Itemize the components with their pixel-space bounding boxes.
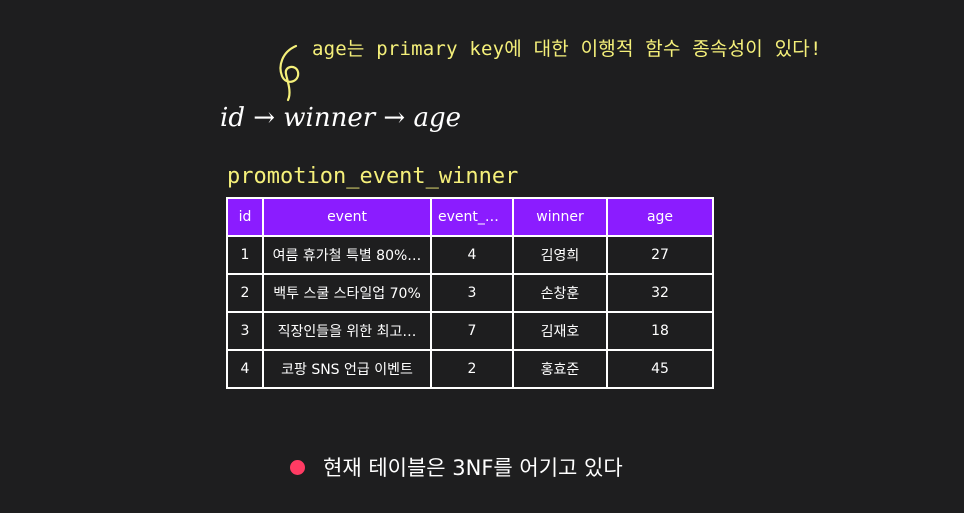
cell-event-num: 4 bbox=[431, 236, 513, 274]
column-header-id: id bbox=[227, 198, 263, 236]
cell-age: 32 bbox=[607, 274, 713, 312]
cell-winner: 홍효준 bbox=[513, 350, 607, 388]
column-header-event-num: event_num bbox=[431, 198, 513, 236]
table-header-row: id event event_num winner age bbox=[227, 198, 713, 236]
table-row: 4 코팡 SNS 언급 이벤트 2 홍효준 45 bbox=[227, 350, 713, 388]
cell-winner: 김재호 bbox=[513, 312, 607, 350]
column-header-winner: winner bbox=[513, 198, 607, 236]
cell-event: 직장인들을 위한 최고… bbox=[263, 312, 431, 350]
cell-id: 3 bbox=[227, 312, 263, 350]
table-title: promotion_event_winner bbox=[227, 164, 518, 189]
swirl-arrow-icon bbox=[274, 42, 308, 102]
cell-event: 코팡 SNS 언급 이벤트 bbox=[263, 350, 431, 388]
cell-event: 백투 스쿨 스타일업 70% bbox=[263, 274, 431, 312]
bullet-dot-icon bbox=[290, 460, 305, 475]
cell-age: 45 bbox=[607, 350, 713, 388]
table-row: 3 직장인들을 위한 최고… 7 김재호 18 bbox=[227, 312, 713, 350]
cell-age: 18 bbox=[607, 312, 713, 350]
cell-age: 27 bbox=[607, 236, 713, 274]
cell-id: 1 bbox=[227, 236, 263, 274]
cell-id: 2 bbox=[227, 274, 263, 312]
cell-event-num: 3 bbox=[431, 274, 513, 312]
cell-id: 4 bbox=[227, 350, 263, 388]
bullet-note: 현재 테이블은 3NF를 어기고 있다 bbox=[290, 452, 623, 482]
annotation-note: age는 primary key에 대한 이행적 함수 종속성이 있다! bbox=[312, 34, 822, 61]
cell-winner: 손창훈 bbox=[513, 274, 607, 312]
column-header-age: age bbox=[607, 198, 713, 236]
column-header-event: event bbox=[263, 198, 431, 236]
cell-winner: 김영희 bbox=[513, 236, 607, 274]
note-text: 현재 테이블은 3NF를 어기고 있다 bbox=[323, 452, 623, 482]
cell-event-num: 7 bbox=[431, 312, 513, 350]
dependency-formula: id → winner → age bbox=[220, 103, 461, 133]
table-row: 1 여름 휴가철 특별 80%… 4 김영희 27 bbox=[227, 236, 713, 274]
data-table: id event event_num winner age 1 여름 휴가철 특… bbox=[226, 197, 714, 389]
cell-event-num: 2 bbox=[431, 350, 513, 388]
cell-event: 여름 휴가철 특별 80%… bbox=[263, 236, 431, 274]
table-row: 2 백투 스쿨 스타일업 70% 3 손창훈 32 bbox=[227, 274, 713, 312]
